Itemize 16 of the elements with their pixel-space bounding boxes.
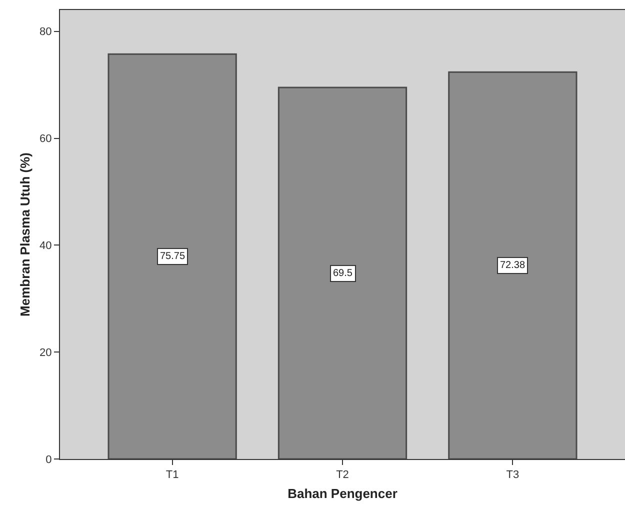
y-tick-label: 40 xyxy=(40,240,52,252)
y-tick-label: 0 xyxy=(46,454,52,466)
x-axis-title: Bahan Pengencer xyxy=(288,486,398,501)
data-label: 75.75 xyxy=(160,251,186,262)
bar xyxy=(108,53,237,459)
data-label: 72.38 xyxy=(500,260,526,271)
x-tick-label: T2 xyxy=(336,469,349,482)
data-label: 69.5 xyxy=(333,268,353,279)
y-tick-label: 80 xyxy=(40,26,52,38)
bar xyxy=(448,71,578,459)
x-tick-label: T3 xyxy=(506,469,520,482)
bar xyxy=(278,86,408,459)
y-tick-label: 60 xyxy=(40,133,52,146)
y-axis-title: Membran Plasma Utuh (%) xyxy=(18,152,32,316)
y-tick-label: 20 xyxy=(40,346,52,359)
x-tick-label: T1 xyxy=(166,469,179,482)
